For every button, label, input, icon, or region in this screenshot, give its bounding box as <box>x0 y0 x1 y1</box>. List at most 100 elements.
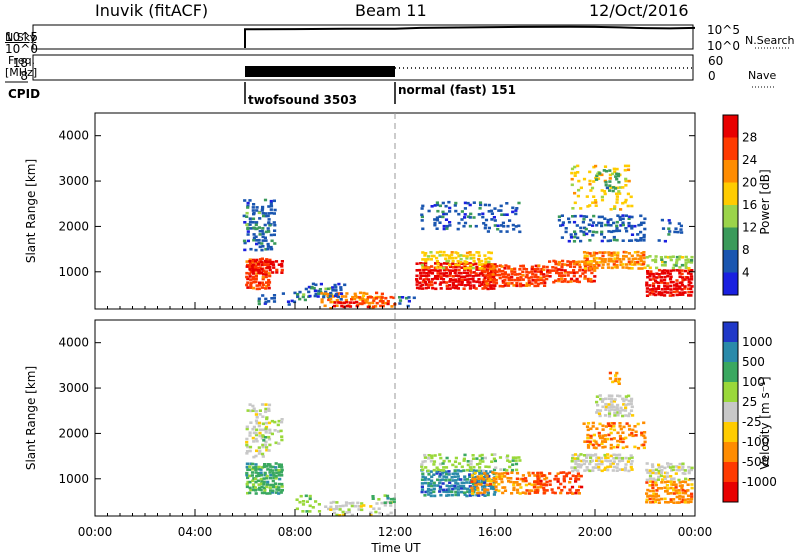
data-cell-0 <box>277 468 281 472</box>
data-cell-12 <box>424 259 428 263</box>
data-cell-4 <box>375 502 379 505</box>
data-cell-11 <box>472 286 476 289</box>
data-cell-16 <box>609 257 613 261</box>
data-cell-13 <box>542 273 546 276</box>
data-cell-6 <box>456 475 460 478</box>
data-cell-1 <box>251 427 255 431</box>
data-cell-6 <box>320 300 324 304</box>
data-cell-14 <box>479 203 483 207</box>
data-cell-6 <box>435 470 439 473</box>
data-cell-14 <box>654 481 658 484</box>
data-cell-12 <box>604 408 608 411</box>
data-cell-14 <box>681 491 685 495</box>
data-cell-20 <box>668 272 672 276</box>
data-cell-16 <box>592 264 596 267</box>
data-cell-8 <box>497 472 501 476</box>
data-cell-14 <box>441 201 445 205</box>
ytick-label-3: 4000 <box>58 336 89 350</box>
data-cell-4 <box>342 513 346 517</box>
data-cell-0 <box>261 286 265 289</box>
data-cell-14 <box>669 498 673 501</box>
data-cell-22 <box>668 221 672 225</box>
data-cell-0 <box>257 488 261 491</box>
data-cell-0 <box>260 491 264 495</box>
data-cell-17 <box>642 221 646 225</box>
data-cell-12 <box>477 254 481 257</box>
data-cell-8 <box>316 295 320 298</box>
data-cell-20 <box>683 269 688 273</box>
data-cell-1 <box>261 422 265 426</box>
data-cell-6 <box>376 295 380 299</box>
data-cell-16 <box>583 262 587 266</box>
data-cell-5 <box>383 501 387 504</box>
data-cell-1 <box>280 268 284 272</box>
data-cell-15 <box>645 462 649 465</box>
data-cell-13 <box>510 270 514 273</box>
data-cell-6 <box>432 490 436 494</box>
data-cell-4 <box>356 501 360 505</box>
data-cell-11 <box>422 268 426 272</box>
data-cell-9 <box>536 472 540 475</box>
data-cell-3 <box>257 211 261 215</box>
data-cell-13 <box>521 264 525 268</box>
data-cell-16 <box>589 260 593 263</box>
xtick-label-5: 20:00 <box>578 525 613 539</box>
data-cell-3 <box>254 223 258 227</box>
data-cell-18 <box>600 173 604 177</box>
data-cell-15 <box>583 277 587 280</box>
data-cell-11 <box>586 436 590 440</box>
data-cell-9 <box>577 478 581 481</box>
data-cell-11 <box>437 266 441 269</box>
data-cell-13 <box>533 284 537 288</box>
data-cell-15 <box>670 469 674 472</box>
data-cell-0 <box>280 488 284 492</box>
data-cell-0 <box>249 283 253 287</box>
data-cell-17 <box>582 215 586 218</box>
data-cell-4 <box>378 511 382 515</box>
data-cell-12 <box>420 263 424 267</box>
data-cell-12 <box>618 394 622 398</box>
data-cell-13 <box>521 284 525 287</box>
data-cell-0 <box>266 468 270 471</box>
data-cell-17 <box>582 233 586 237</box>
data-cell-11 <box>622 425 626 429</box>
data-cell-15 <box>583 269 588 272</box>
data-cell-13 <box>486 276 490 279</box>
data-cell-1 <box>265 448 269 452</box>
data-cell-17 <box>591 221 596 224</box>
data-cell-14 <box>515 207 519 210</box>
data-cell-11 <box>484 280 488 284</box>
data-cell-12 <box>604 397 608 401</box>
data-cell-16 <box>621 263 625 266</box>
data-cell-17 <box>572 220 577 224</box>
data-cell-14 <box>657 501 661 504</box>
data-cell-11 <box>419 274 423 278</box>
data-cell-11 <box>634 434 638 437</box>
data-cell-7 <box>468 466 472 469</box>
data-cell-14 <box>683 491 688 495</box>
data-cell-7 <box>442 466 446 469</box>
data-cell-12 <box>601 398 605 401</box>
data-cell-12 <box>463 260 467 263</box>
data-cell-11 <box>430 272 435 275</box>
data-cell-1 <box>257 421 262 425</box>
data-cell-4 <box>386 513 390 517</box>
data-cell-11 <box>588 440 592 444</box>
data-cell-0 <box>278 477 282 481</box>
data-cell-8 <box>497 489 501 493</box>
data-cell-12 <box>622 403 626 406</box>
data-cell-17 <box>557 215 561 218</box>
data-cell-2 <box>280 418 284 421</box>
data-cell-20 <box>681 276 685 279</box>
data-cell-12 <box>456 252 460 255</box>
data-cell-10 <box>606 453 610 456</box>
data-cell-9 <box>379 304 383 308</box>
data-cell-14 <box>665 489 669 493</box>
data-cell-15 <box>546 271 550 274</box>
data-cell-18 <box>596 177 601 180</box>
data-cell-11 <box>463 275 467 279</box>
data-cell-2 <box>248 220 253 224</box>
data-cell-7 <box>439 456 443 460</box>
data-cell-12 <box>629 402 633 406</box>
data-cell-9 <box>571 474 575 478</box>
